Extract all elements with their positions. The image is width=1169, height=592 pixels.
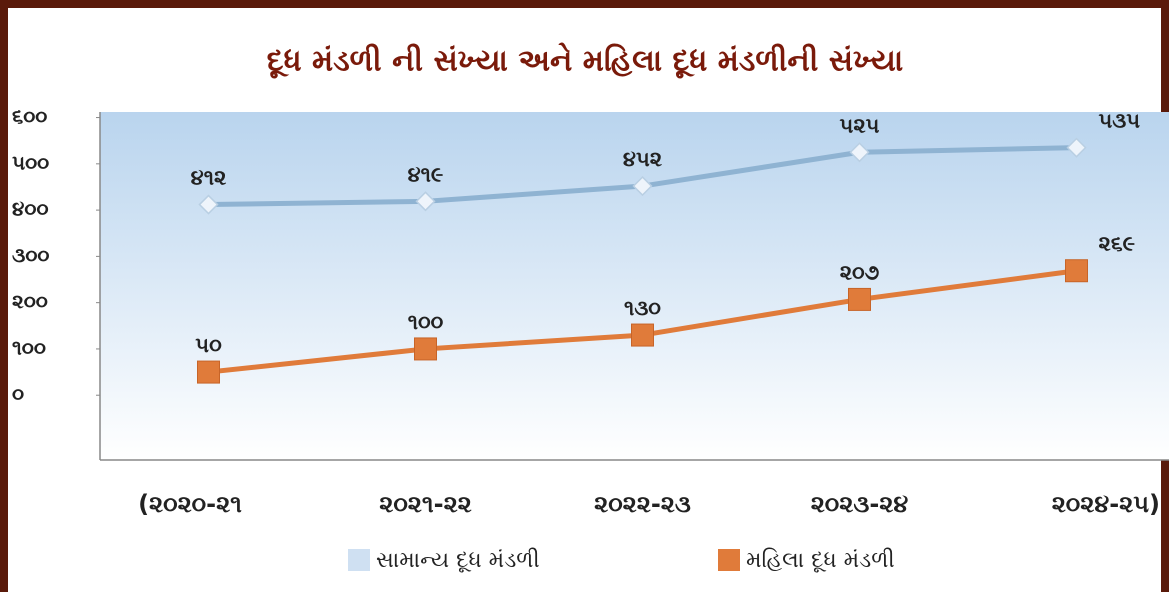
legend-swatch (348, 549, 370, 571)
marker (631, 323, 654, 347)
marker (198, 194, 219, 215)
marker (849, 142, 870, 163)
data-label: ૧૦૦ (408, 310, 444, 334)
data-label: ૫૨૫ (840, 113, 880, 137)
marker (415, 191, 436, 212)
marker (1066, 137, 1087, 158)
x-tick-label: ૨૦૨૪-૨૫) (1052, 490, 1160, 518)
plot-area (100, 112, 1169, 460)
x-tick-label: ૨૦૨૨-૨૩ (594, 490, 691, 518)
data-label: ૫૦ (195, 333, 222, 357)
data-label: ૧૩૦ (624, 296, 661, 320)
chart-title: દૂધ મંડળી ની સંખ્યા અને મહિલા દૂધ મંડળીન… (267, 42, 903, 79)
marker (1065, 259, 1088, 283)
data-label: ૨૬૯ (1099, 232, 1136, 256)
data-label: ૪૧૨ (191, 166, 227, 190)
y-tick-label: ૨૦૦ (12, 289, 48, 313)
data-label: ૫૩૫ (1099, 109, 1141, 133)
y-tick-label: ૪૦૦ (12, 197, 48, 221)
y-tick-label: ૧૦૦ (12, 335, 46, 359)
x-tick-label: ૨૦૨૩-૨૪ (811, 490, 909, 518)
x-tick-label: (૨૦૨૦-૨૧ (138, 490, 242, 518)
marker (848, 287, 871, 311)
legend-label: મહિલા દૂધ મંડળી (746, 548, 895, 573)
y-tick-label: ૩૦૦ (12, 243, 49, 267)
y-tick-label: ૦ (12, 382, 24, 406)
y-tick-label: ૫૦૦ (12, 150, 49, 174)
marker (632, 175, 653, 197)
legend-label: સામાન્ય દૂધ મંડળી (376, 548, 540, 573)
data-label: ૪૧૯ (408, 162, 444, 186)
data-label: ૪૫૨ (623, 147, 663, 171)
marker (197, 360, 220, 384)
marker (414, 337, 437, 361)
y-tick-label: ૬૦૦ (12, 104, 47, 128)
x-tick-label: ૨૦૨૧-૨૨ (379, 490, 472, 518)
data-label: ૨૦૭ (840, 260, 880, 284)
legend-swatch (718, 549, 740, 571)
